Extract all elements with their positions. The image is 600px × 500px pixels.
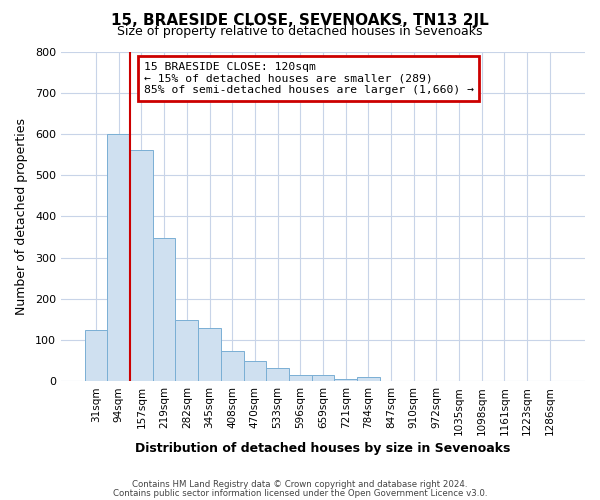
X-axis label: Distribution of detached houses by size in Sevenoaks: Distribution of detached houses by size … xyxy=(135,442,511,455)
Bar xyxy=(153,238,175,382)
Bar xyxy=(311,376,334,382)
Bar xyxy=(130,150,153,382)
Y-axis label: Number of detached properties: Number of detached properties xyxy=(15,118,28,315)
Bar xyxy=(221,350,244,382)
Bar xyxy=(107,134,130,382)
Bar xyxy=(198,328,221,382)
Bar xyxy=(289,376,311,382)
Text: 15 BRAESIDE CLOSE: 120sqm
← 15% of detached houses are smaller (289)
85% of semi: 15 BRAESIDE CLOSE: 120sqm ← 15% of detac… xyxy=(144,62,474,95)
Bar xyxy=(85,330,107,382)
Bar xyxy=(334,380,357,382)
Bar xyxy=(175,320,198,382)
Bar xyxy=(357,378,380,382)
Text: 15, BRAESIDE CLOSE, SEVENOAKS, TN13 2JL: 15, BRAESIDE CLOSE, SEVENOAKS, TN13 2JL xyxy=(111,12,489,28)
Bar xyxy=(244,361,266,382)
Text: Contains HM Land Registry data © Crown copyright and database right 2024.: Contains HM Land Registry data © Crown c… xyxy=(132,480,468,489)
Bar xyxy=(266,368,289,382)
Text: Size of property relative to detached houses in Sevenoaks: Size of property relative to detached ho… xyxy=(117,25,483,38)
Text: Contains public sector information licensed under the Open Government Licence v3: Contains public sector information licen… xyxy=(113,489,487,498)
